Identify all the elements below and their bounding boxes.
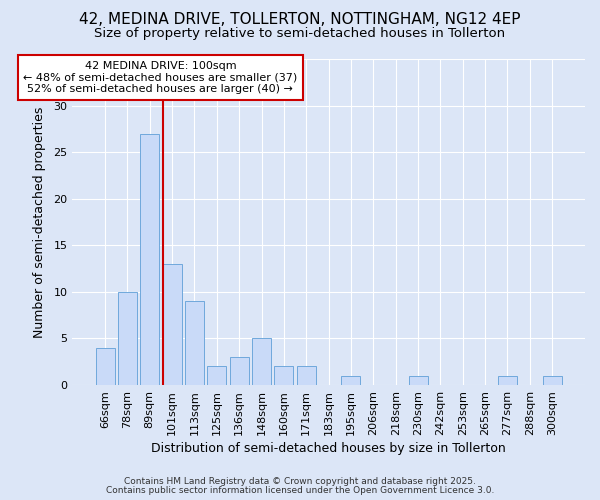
Bar (185, 301, 204, 385)
Bar (140, 134, 159, 385)
Bar (252, 338, 271, 385)
Text: 42, MEDINA DRIVE, TOLLERTON, NOTTINGHAM, NG12 4EP: 42, MEDINA DRIVE, TOLLERTON, NOTTINGHAM,… (79, 12, 521, 28)
Text: 42 MEDINA DRIVE: 100sqm
← 48% of semi-detached houses are smaller (37)
52% of se: 42 MEDINA DRIVE: 100sqm ← 48% of semi-de… (23, 61, 298, 94)
Bar (409, 376, 428, 385)
Bar (95, 348, 115, 385)
Text: Size of property relative to semi-detached houses in Tollerton: Size of property relative to semi-detach… (94, 28, 506, 40)
Bar (542, 376, 562, 385)
Bar (297, 366, 316, 385)
Text: Contains public sector information licensed under the Open Government Licence 3.: Contains public sector information licen… (106, 486, 494, 495)
Bar (341, 376, 361, 385)
Bar (230, 357, 248, 385)
Text: Contains HM Land Registry data © Crown copyright and database right 2025.: Contains HM Land Registry data © Crown c… (124, 477, 476, 486)
Bar (118, 292, 137, 385)
Bar (207, 366, 226, 385)
X-axis label: Distribution of semi-detached houses by size in Tollerton: Distribution of semi-detached houses by … (151, 442, 506, 455)
Bar (274, 366, 293, 385)
Bar (498, 376, 517, 385)
Y-axis label: Number of semi-detached properties: Number of semi-detached properties (33, 106, 46, 338)
Bar (163, 264, 182, 385)
